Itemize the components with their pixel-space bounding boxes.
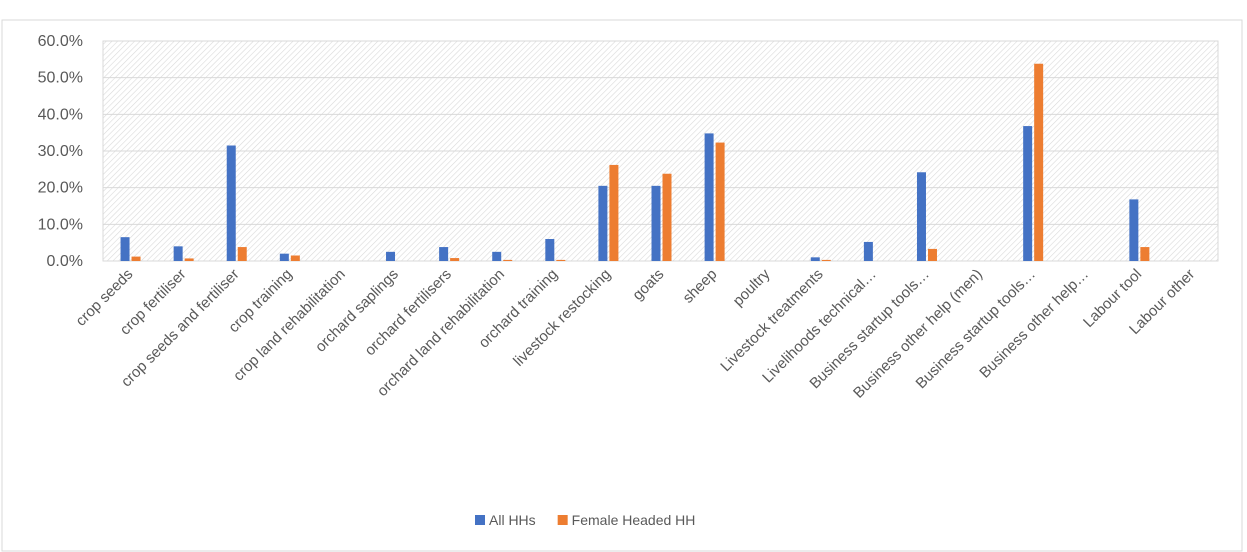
legend-label: Female Headed HH	[572, 512, 696, 528]
bar	[715, 142, 725, 261]
bar	[927, 248, 937, 261]
bar	[439, 247, 449, 261]
bar	[386, 251, 396, 261]
y-tick-label: 10.0%	[38, 216, 83, 233]
y-tick-label: 0.0%	[47, 253, 83, 270]
bar	[492, 251, 502, 261]
y-tick-label: 50.0%	[38, 70, 83, 87]
bar	[609, 164, 619, 261]
bar	[279, 253, 289, 261]
bar	[120, 237, 130, 261]
legend-swatch	[557, 515, 568, 525]
bar	[863, 241, 873, 261]
bar	[503, 259, 513, 261]
bar	[545, 239, 555, 261]
bar	[450, 258, 460, 261]
bar	[916, 172, 926, 261]
bar	[821, 259, 831, 261]
bar	[1140, 247, 1150, 261]
bar	[598, 185, 608, 261]
bar	[226, 145, 236, 261]
bar	[556, 259, 566, 261]
bar	[651, 185, 661, 261]
bar	[810, 257, 820, 261]
y-tick-label: 20.0%	[38, 180, 83, 197]
bar	[704, 133, 714, 261]
legend-swatch	[475, 515, 485, 525]
y-tick-label: 40.0%	[38, 106, 83, 123]
bar	[1129, 199, 1139, 261]
bar	[290, 255, 300, 261]
bar	[184, 258, 194, 261]
y-tick-label: 60.0%	[38, 33, 83, 50]
bar	[1023, 126, 1033, 261]
bar	[131, 256, 141, 261]
bar	[1034, 63, 1044, 261]
bar	[237, 247, 247, 261]
bar	[173, 246, 183, 261]
bar	[662, 173, 672, 261]
y-tick-label: 30.0%	[38, 143, 83, 160]
legend-label: All HHs	[489, 512, 536, 528]
